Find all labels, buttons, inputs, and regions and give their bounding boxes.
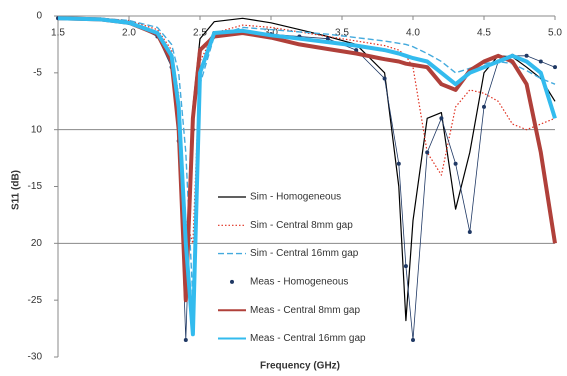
series-line xyxy=(57,16,557,337)
legend-label: Meas - Homogeneous xyxy=(250,277,348,288)
x-tick-label: 2.5 xyxy=(193,28,207,39)
y-tick-label: -30 xyxy=(28,352,43,363)
data-point xyxy=(325,36,330,41)
series-line xyxy=(57,16,556,244)
series-line xyxy=(57,16,556,301)
y-tick-label: 20 xyxy=(31,238,43,249)
x-tick-label: 2.0 xyxy=(122,28,136,39)
y-tick-label: -15 xyxy=(28,181,43,192)
legend-label: Sim - Central 16mm gap xyxy=(250,248,359,259)
y-tick-label: -5 xyxy=(33,67,42,78)
data-point xyxy=(403,264,408,269)
data-point xyxy=(467,229,472,234)
legend-label: Sim - Central 8mm gap xyxy=(250,220,353,231)
data-point xyxy=(524,53,529,58)
data-point xyxy=(396,161,401,166)
data-point xyxy=(439,116,444,121)
x-tick-label: 3.5 xyxy=(335,28,349,39)
x-tick-label: 4.0 xyxy=(406,28,420,39)
y-tick-label: -25 xyxy=(28,295,43,306)
data-point xyxy=(425,150,430,155)
series-line xyxy=(57,16,557,303)
legend-swatch xyxy=(230,279,234,284)
y-tick-label: 0 xyxy=(36,11,42,22)
x-axis-title: Frequency (GHz) xyxy=(260,361,340,372)
y-tick-label: 10 xyxy=(31,124,43,135)
data-point xyxy=(183,337,188,342)
x-tick-label: 1.5 xyxy=(51,28,65,39)
legend-label: Sim - Homogeneous xyxy=(250,192,341,203)
legend-label: Meas - Central 16mm gap xyxy=(250,333,366,344)
data-point xyxy=(538,59,543,64)
data-point xyxy=(453,161,458,166)
data-point xyxy=(354,48,359,53)
data-point xyxy=(382,76,387,81)
y-axis-title: S11 (dB) xyxy=(11,170,22,210)
legend-label: Meas - Central 8mm gap xyxy=(250,305,360,316)
data-point xyxy=(482,104,486,109)
data-point xyxy=(553,65,557,70)
x-tick-label: 4.5 xyxy=(477,28,491,39)
data-point xyxy=(411,337,415,342)
x-tick-label: 5.0 xyxy=(548,28,562,39)
